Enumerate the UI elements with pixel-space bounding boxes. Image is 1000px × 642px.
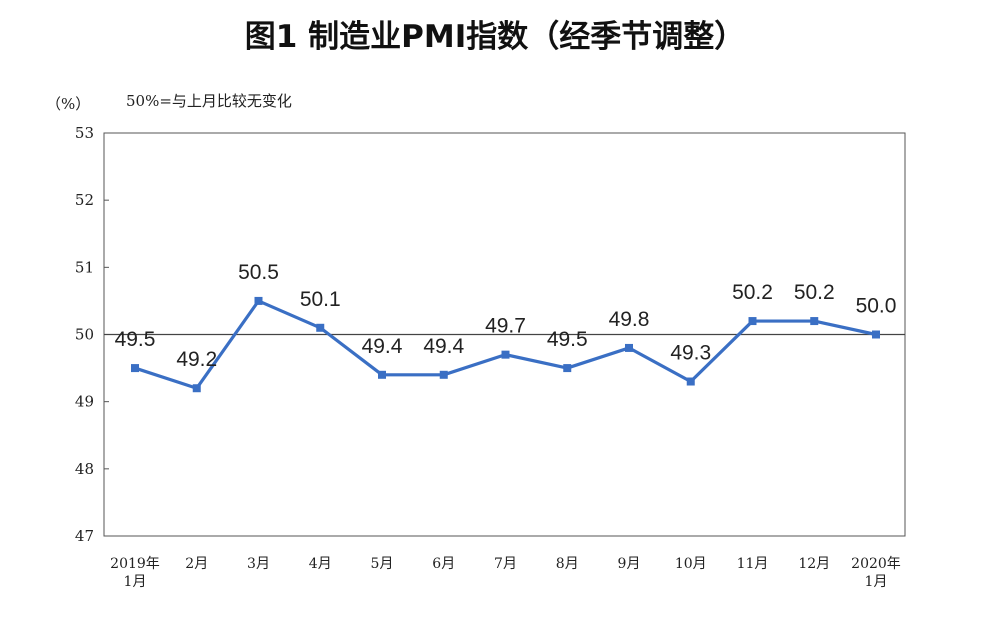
data-label: 49.5 (115, 328, 156, 351)
data-label: 49.4 (423, 335, 464, 358)
data-point (131, 364, 139, 373)
x-tick-label: 7月 (494, 556, 517, 572)
x-tick-label: 3月 (247, 556, 270, 572)
data-point (192, 384, 201, 393)
y-tick-label: 50 (75, 326, 94, 344)
x-tick-label: 4月 (309, 556, 332, 572)
x-tick-label: 2019年 (110, 556, 160, 572)
data-label: 49.4 (362, 335, 403, 358)
x-tick-label: 11月 (737, 556, 769, 572)
x-tick-label: 6月 (432, 556, 455, 572)
data-point (254, 296, 263, 305)
y-tick-label: 48 (75, 460, 94, 478)
x-tick-label: 2020年 (851, 556, 901, 572)
data-point (872, 330, 880, 339)
y-unit-label: （%） (46, 95, 90, 113)
x-tick-label: 1月 (124, 574, 147, 590)
x-tick-label: 9月 (618, 556, 641, 572)
x-tick-label: 2月 (185, 556, 208, 572)
data-point (810, 317, 819, 326)
x-tick-label: 12月 (798, 556, 830, 572)
data-label: 49.2 (176, 348, 217, 371)
y-tick-label: 49 (75, 393, 94, 411)
x-tick-label: 8月 (556, 556, 579, 572)
data-point (563, 364, 572, 373)
data-label: 50.2 (732, 281, 773, 304)
data-label: 49.3 (670, 342, 711, 365)
x-tick-label: 10月 (675, 556, 707, 572)
y-tick-label: 47 (75, 527, 94, 545)
chart-title: 图1 制造业PMI指数（经季节调整） (245, 19, 745, 55)
data-label: 49.8 (609, 308, 650, 331)
data-label: 49.7 (485, 315, 526, 338)
data-label: 50.1 (300, 288, 341, 311)
x-tick-label: 1月 (865, 574, 888, 590)
reference-note: 50%=与上月比较无变化 (126, 92, 292, 110)
data-label: 49.5 (547, 328, 588, 351)
data-point (748, 317, 757, 326)
data-point (625, 343, 633, 352)
x-tick-label: 5月 (371, 556, 394, 572)
data-point (316, 323, 325, 332)
data-label: 50.5 (238, 261, 279, 284)
y-tick-label: 52 (75, 191, 94, 209)
data-label: 50.2 (794, 281, 835, 304)
y-tick-label: 51 (75, 258, 94, 276)
data-label: 50.0 (856, 295, 897, 318)
data-point (378, 370, 386, 379)
y-tick-label: 53 (75, 124, 94, 142)
data-point (686, 377, 695, 386)
data-point (439, 370, 448, 379)
data-point (501, 350, 510, 359)
